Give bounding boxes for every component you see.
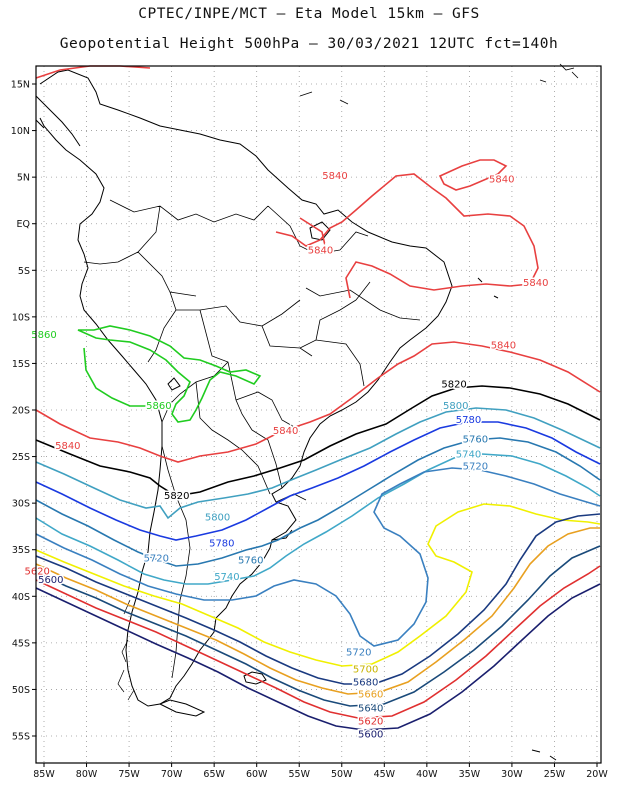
- lon-tick-label: 40W: [416, 769, 438, 780]
- contour-labels: 5840 5840 5840 5840 5840 5840 5840 5860 5860 5820…: [23, 169, 550, 742]
- lat-tick-label: 15S: [12, 359, 30, 370]
- contour-5660: [35, 527, 600, 695]
- contour-5640: [35, 545, 601, 707]
- contour-label-5840: 5840: [523, 278, 548, 289]
- contour-label-5740: 5740: [214, 572, 239, 583]
- contour-label-5820: 5820: [441, 379, 466, 390]
- contour-label-5840: 5840: [308, 245, 333, 256]
- lon-tick-label: 35W: [459, 769, 481, 780]
- central-america-coast: [35, 95, 81, 147]
- contour-label-5840: 5840: [55, 441, 80, 452]
- contour-label-5660: 5660: [358, 690, 383, 701]
- contour-5600: [35, 583, 601, 731]
- map-title: CPTEC/INPE/MCT – Eta Model 15km – GFS: [138, 6, 480, 22]
- lon-tick-label: 85W: [33, 769, 55, 780]
- contour-5760: [35, 437, 601, 567]
- marajo-island: [309, 221, 331, 241]
- lon-tick-label: 50W: [331, 769, 353, 780]
- lat-tick-label: 20S: [12, 406, 30, 417]
- contour-label-5840: 5840: [273, 426, 298, 437]
- contour-label-5600: 5600: [358, 730, 383, 741]
- coastlines-borders: [35, 63, 579, 761]
- contour-label-5680: 5680: [353, 677, 378, 688]
- contour-label-5800: 5800: [205, 513, 230, 524]
- lat-tick-label: 5N: [17, 173, 30, 184]
- lat-tick-label: 30S: [12, 499, 30, 510]
- lat-tick-label: 15N: [11, 80, 30, 91]
- contour-label-5700: 5700: [353, 664, 378, 675]
- country-borders: [83, 199, 421, 679]
- contour-5840-north-loop: [438, 159, 508, 191]
- contour-5840-main: [35, 341, 601, 463]
- contour-label-5780: 5780: [456, 415, 481, 426]
- contour-label-5840: 5840: [491, 340, 516, 351]
- contour-label-5720: 5720: [144, 554, 169, 565]
- contour-label-5840: 5840: [322, 171, 347, 182]
- contour-5800: [35, 407, 601, 520]
- contour-5780: [35, 421, 601, 541]
- lon-tick-label: 55W: [288, 769, 310, 780]
- height-contours: [35, 65, 601, 731]
- lake-titicaca: [167, 377, 181, 391]
- tierra-del-fuego: [158, 699, 206, 717]
- south-georgia: [531, 749, 557, 761]
- axis-ticks: 15N10N5NEQ5S10S15S20S25S30S35S40S45S50S5…: [11, 80, 609, 781]
- contour-label-5760: 5760: [463, 434, 488, 445]
- lon-tick-label: 80W: [76, 769, 98, 780]
- map-subtitle: Geopotential Height 500hPa – 30/03/2021 …: [59, 36, 559, 52]
- lat-lon-grid: [36, 66, 601, 763]
- contour-5840-northwest: [35, 65, 151, 79]
- contour-5840-north: [275, 173, 539, 299]
- lon-tick-label: 45W: [374, 769, 396, 780]
- contour-5740: [35, 453, 601, 585]
- lat-tick-label: 10N: [11, 126, 30, 137]
- contour-label-5840: 5840: [489, 175, 514, 186]
- contour-label-5860: 5860: [146, 401, 171, 412]
- fernando-de-noronha: [477, 277, 499, 299]
- contour-label-5720: 5720: [463, 461, 488, 472]
- lat-tick-label: 50S: [12, 685, 30, 696]
- contour-label-5820: 5820: [164, 491, 189, 502]
- contour-label-5760: 5760: [238, 555, 263, 566]
- contour-5720: [35, 467, 601, 647]
- contour-label-5720: 5720: [346, 648, 371, 659]
- map-frame: [35, 65, 602, 764]
- contour-label-5800: 5800: [443, 401, 468, 412]
- contour-5860-a: [77, 325, 262, 423]
- contour-label-5740: 5740: [456, 449, 481, 460]
- lon-tick-label: 60W: [246, 769, 268, 780]
- contour-label-5600: 5600: [38, 575, 63, 586]
- lat-tick-label: 35S: [12, 545, 30, 556]
- contour-5620: [35, 565, 601, 719]
- contour-label-5640: 5640: [358, 704, 383, 715]
- lon-tick-label: 75W: [118, 769, 140, 780]
- caribbean-islands: [299, 63, 579, 105]
- contour-5700: [35, 503, 601, 667]
- contour-5680: [35, 513, 601, 685]
- lat-tick-label: 5S: [18, 266, 30, 277]
- lon-tick-label: 30W: [501, 769, 523, 780]
- contour-5860-b: [83, 347, 165, 407]
- contour-label-5780: 5780: [209, 539, 234, 550]
- lon-tick-label: 25W: [544, 769, 566, 780]
- contour-label-5620: 5620: [358, 717, 383, 728]
- lon-tick-label: 20W: [586, 769, 608, 780]
- contour-label-5860: 5860: [31, 330, 56, 341]
- lon-tick-label: 70W: [161, 769, 183, 780]
- lat-tick-label: 45S: [12, 638, 30, 649]
- lat-tick-label: 55S: [12, 732, 30, 743]
- lat-tick-label: 25S: [12, 452, 30, 463]
- lon-tick-label: 65W: [203, 769, 225, 780]
- lat-tick-label: 10S: [12, 312, 30, 323]
- lat-tick-label: EQ: [17, 219, 30, 230]
- lat-tick-label: 40S: [12, 592, 30, 603]
- contour-label-5620: 5620: [24, 567, 49, 578]
- chile-islands: [117, 599, 135, 701]
- malvinas-islands: [243, 671, 267, 685]
- contour-5820: [35, 385, 601, 497]
